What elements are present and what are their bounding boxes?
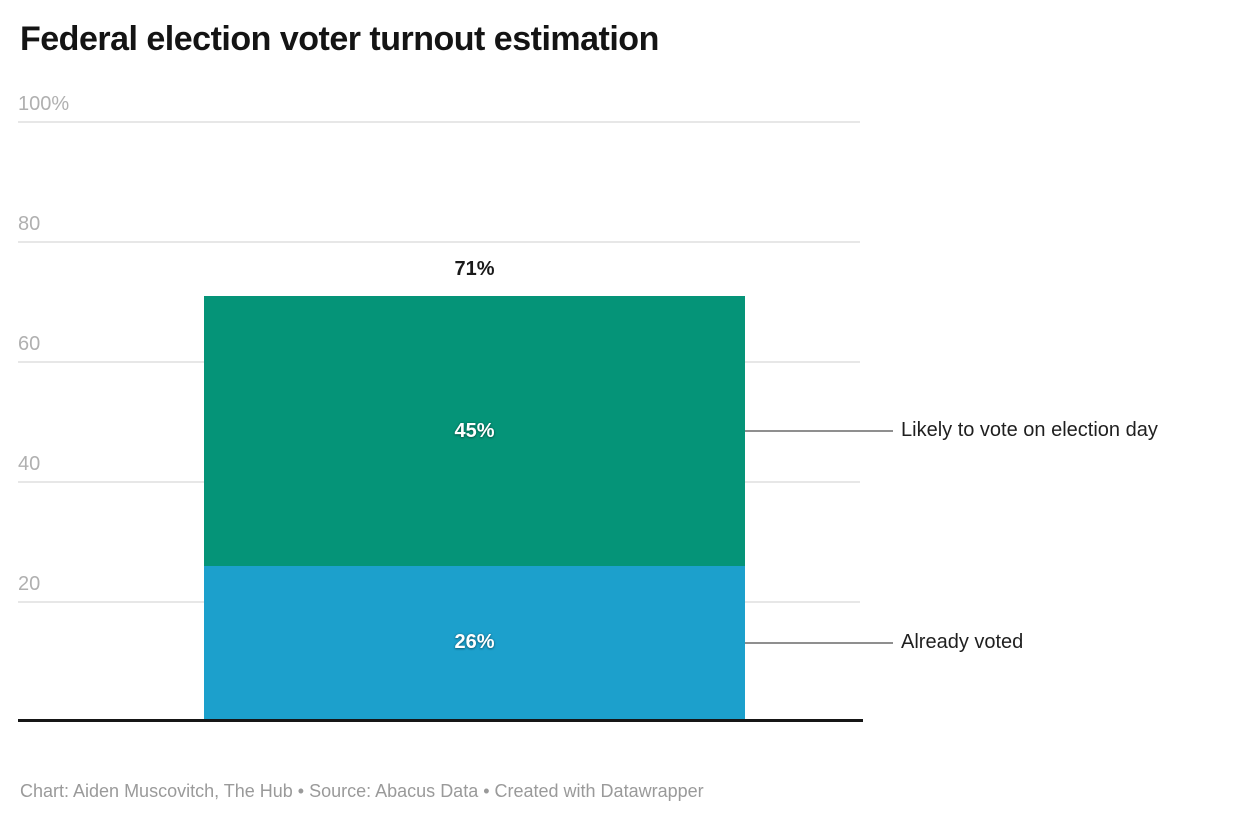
y-axis-tick-100: 100%: [18, 93, 70, 115]
y-axis-tick-60: 60: [18, 333, 41, 355]
series-label-likely-to-vote: Likely to vote on election day: [901, 419, 1158, 441]
bar-segment-already-value-label: 26%: [454, 631, 495, 653]
leader-line-already-voted: [745, 642, 893, 644]
total-value-label: 71%: [454, 258, 495, 280]
x-axis-baseline: [18, 719, 863, 722]
bar-segment-likely-value-label: 45%: [454, 419, 495, 442]
leader-line-likely-to-vote: [745, 430, 893, 432]
series-label-already-voted: Already voted: [901, 631, 1024, 653]
bar-segment-likely-to-vote: 45%: [204, 296, 745, 566]
y-axis-tick-20: 20: [18, 573, 41, 595]
gridline-80: [18, 241, 860, 243]
chart-attribution: Chart: Aiden Muscovitch, The Hub • Sourc…: [20, 781, 704, 801]
bar-segment-already-voted: 26%: [204, 566, 745, 719]
chart-title: Federal election voter turnout estimatio…: [20, 20, 659, 58]
y-axis-tick-40: 40: [18, 453, 41, 475]
y-axis-tick-80: 80: [18, 213, 41, 235]
gridline-100: [18, 121, 860, 123]
